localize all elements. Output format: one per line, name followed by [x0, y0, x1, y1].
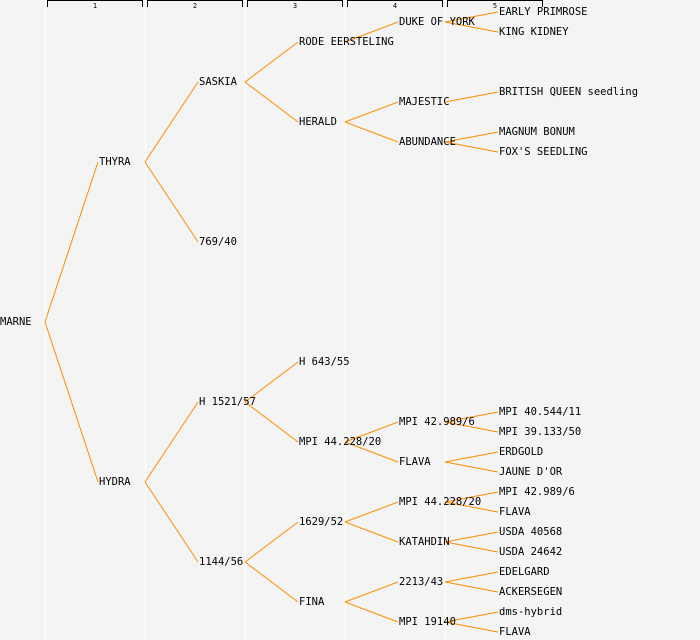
pedigree-node[interactable]: MARNE	[0, 316, 32, 328]
generation-header-3: 3	[292, 2, 298, 10]
pedigree-link	[144, 401, 199, 483]
pedigree-node[interactable]: FOX'S SEEDLING	[499, 146, 588, 158]
pedigree-link	[244, 81, 299, 123]
pedigree-link	[244, 401, 299, 443]
pedigree-node[interactable]: RODE EERSTELING	[299, 36, 394, 48]
pedigree-link	[244, 521, 299, 563]
pedigree-node[interactable]: USDA 24642	[499, 546, 563, 558]
generation-bracket	[47, 0, 143, 7]
pedigree-node[interactable]: SASKIA	[199, 76, 237, 88]
pedigree-link	[444, 141, 499, 153]
pedigree-link	[444, 11, 499, 23]
column-divider	[345, 0, 346, 640]
pedigree-link	[244, 561, 299, 603]
pedigree-node[interactable]: MAGNUM BONUM	[499, 126, 575, 138]
pedigree-node[interactable]: HERALD	[299, 116, 337, 128]
pedigree-link	[344, 101, 399, 123]
pedigree-link	[444, 581, 499, 593]
pedigree-node[interactable]: MPI 44.228/20	[399, 496, 482, 508]
pedigree-node[interactable]: H 1521/57	[199, 396, 256, 408]
pedigree-node[interactable]: BRITISH QUEEN seedling	[499, 86, 639, 98]
pedigree-link	[444, 501, 499, 513]
pedigree-node[interactable]: EARLY PRIMROSE	[499, 6, 588, 18]
pedigree-link	[144, 161, 199, 243]
pedigree-link	[144, 81, 199, 163]
pedigree-node[interactable]: MPI 42.989/6	[399, 416, 475, 428]
generation-bracket	[147, 0, 243, 7]
pedigree-node[interactable]: MPI 39.133/50	[499, 426, 582, 438]
pedigree-link	[344, 501, 399, 523]
pedigree-link	[444, 571, 499, 583]
pedigree-node[interactable]: FLAVA	[499, 626, 531, 638]
pedigree-link	[444, 91, 499, 103]
pedigree-link	[444, 621, 499, 633]
pedigree-node[interactable]: KATAHDIN	[399, 536, 450, 548]
generation-header-2: 2	[192, 2, 198, 10]
pedigree-link	[444, 411, 499, 423]
pedigree-node[interactable]: EDELGARD	[499, 566, 550, 578]
pedigree-node[interactable]: USDA 40568	[499, 526, 563, 538]
column-divider	[245, 0, 246, 640]
generation-header-1: 1	[92, 2, 98, 10]
pedigree-node[interactable]: DUKE OF YORK	[399, 16, 475, 28]
pedigree-link	[444, 491, 499, 503]
pedigree-node[interactable]: 1629/52	[299, 516, 344, 528]
pedigree-node[interactable]: ERDGOLD	[499, 446, 544, 458]
pedigree-link	[244, 361, 299, 403]
pedigree-link	[44, 161, 99, 323]
pedigree-node[interactable]: FINA	[299, 596, 325, 608]
generation-bracket	[447, 0, 543, 7]
pedigree-node[interactable]: 2213/43	[399, 576, 444, 588]
generation-header-4: 4	[392, 2, 398, 10]
pedigree-node[interactable]: JAUNE D'OR	[499, 466, 563, 478]
pedigree-link	[244, 41, 299, 83]
pedigree-link	[344, 121, 399, 143]
pedigree-node[interactable]: MAJESTIC	[399, 96, 450, 108]
pedigree-link	[344, 601, 399, 623]
pedigree-link	[344, 441, 399, 463]
pedigree-link	[344, 421, 399, 443]
pedigree-link	[144, 481, 199, 563]
generation-header-5: 5	[492, 2, 498, 10]
pedigree-node[interactable]: THYRA	[99, 156, 131, 168]
pedigree-node[interactable]: MPI 19140	[399, 616, 456, 628]
pedigree-node[interactable]: MPI 44.228/20	[299, 436, 382, 448]
pedigree-link	[344, 21, 399, 43]
pedigree-link	[444, 421, 499, 433]
pedigree-node[interactable]: HYDRA	[99, 476, 131, 488]
pedigree-node[interactable]: FLAVA	[399, 456, 431, 468]
generation-bracket	[347, 0, 443, 7]
pedigree-link	[444, 21, 499, 33]
pedigree-link	[344, 521, 399, 543]
pedigree-node[interactable]: 769/40	[199, 236, 237, 248]
pedigree-node[interactable]: FLAVA	[499, 506, 531, 518]
pedigree-link	[44, 321, 99, 483]
generation-bracket	[247, 0, 343, 7]
pedigree-link	[444, 461, 499, 473]
pedigree-node[interactable]: KING KIDNEY	[499, 26, 569, 38]
pedigree-node[interactable]: MPI 40.544/11	[499, 406, 582, 418]
pedigree-link	[344, 581, 399, 603]
pedigree-node[interactable]: ABUNDANCE	[399, 136, 456, 148]
pedigree-node[interactable]: dms-hybrid	[499, 606, 563, 618]
pedigree-node[interactable]: 1144/56	[199, 556, 244, 568]
pedigree-node[interactable]: MPI 42.989/6	[499, 486, 575, 498]
pedigree-link	[444, 541, 499, 553]
column-divider	[145, 0, 146, 640]
column-divider	[445, 0, 446, 640]
pedigree-link	[444, 611, 499, 623]
pedigree-node[interactable]: ACKERSEGEN	[499, 586, 563, 598]
pedigree-link	[444, 131, 499, 143]
pedigree-link	[444, 451, 499, 463]
pedigree-node[interactable]: H 643/55	[299, 356, 350, 368]
pedigree-link	[444, 531, 499, 543]
